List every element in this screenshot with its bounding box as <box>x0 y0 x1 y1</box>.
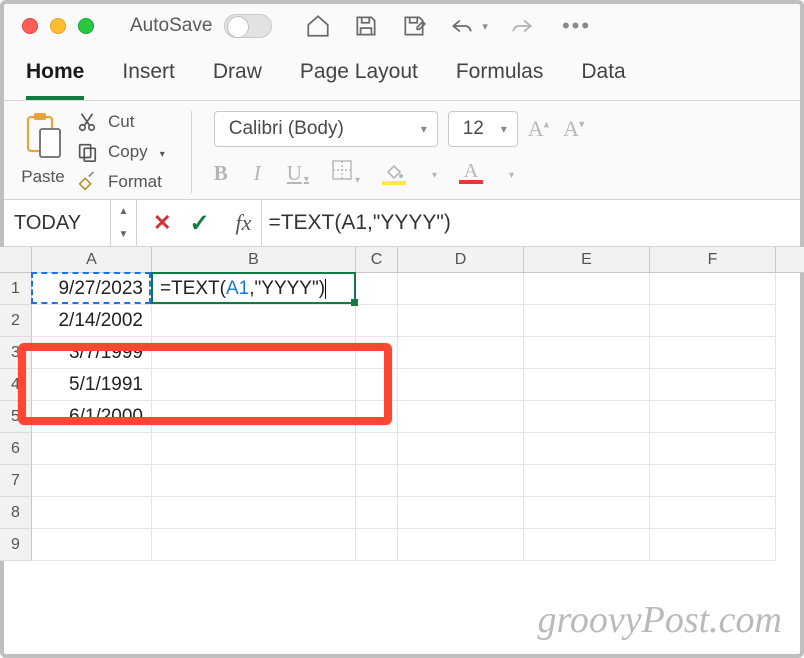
column-header-b[interactable]: B <box>152 247 356 272</box>
column-header-c[interactable]: C <box>356 247 398 272</box>
cell[interactable] <box>650 465 776 497</box>
cell[interactable] <box>356 529 398 561</box>
cell[interactable] <box>650 529 776 561</box>
cell-a7[interactable] <box>32 465 152 497</box>
cell-d2[interactable] <box>398 305 524 337</box>
row-header[interactable]: 6 <box>0 433 32 465</box>
redo-icon[interactable] <box>508 12 536 40</box>
cell-a1[interactable]: 9/27/2023 <box>32 273 152 305</box>
cell-f5[interactable] <box>650 401 776 433</box>
cell-a8[interactable] <box>32 497 152 529</box>
cell-d3[interactable] <box>398 337 524 369</box>
row-header[interactable]: 1 <box>0 273 32 305</box>
cell[interactable] <box>152 497 356 529</box>
cell[interactable] <box>650 497 776 529</box>
cell-b3[interactable] <box>152 337 356 369</box>
cell-a3[interactable]: 3/7/1999 <box>32 337 152 369</box>
cell-e5[interactable] <box>524 401 650 433</box>
cell-a9[interactable] <box>32 529 152 561</box>
column-header-a[interactable]: A <box>32 247 152 272</box>
autosave-toggle[interactable] <box>224 14 272 38</box>
row-header[interactable]: 9 <box>0 529 32 561</box>
row-header[interactable]: 7 <box>0 465 32 497</box>
cell-c3[interactable] <box>356 337 398 369</box>
cell-b5[interactable] <box>152 401 356 433</box>
cell[interactable] <box>152 465 356 497</box>
cell-d1[interactable] <box>398 273 524 305</box>
cell-a5[interactable]: 6/1/2000 <box>32 401 152 433</box>
cell-b2[interactable] <box>152 305 356 337</box>
watermark-text: groovyPost.com <box>538 598 782 642</box>
font-color-dropdown-icon[interactable]: ▾ <box>509 170 514 181</box>
row-header[interactable]: 4 <box>0 369 32 401</box>
row-header[interactable]: 8 <box>0 497 32 529</box>
cell-f1[interactable] <box>650 273 776 305</box>
column-header-f[interactable]: F <box>650 247 776 272</box>
column-header-e[interactable]: E <box>524 247 650 272</box>
cell[interactable] <box>152 529 356 561</box>
cell[interactable] <box>650 433 776 465</box>
cell[interactable] <box>398 497 524 529</box>
cell[interactable] <box>356 433 398 465</box>
column-header-d[interactable]: D <box>398 247 524 272</box>
cell-c4[interactable] <box>356 369 398 401</box>
row-headers: 1 2 3 4 5 6 7 8 9 <box>0 273 32 561</box>
cell[interactable] <box>398 433 524 465</box>
cell-e4[interactable] <box>524 369 650 401</box>
cell-e2[interactable] <box>524 305 650 337</box>
cell-c5[interactable] <box>356 401 398 433</box>
row-header[interactable]: 3 <box>0 337 32 369</box>
copy-dropdown-icon[interactable]: ▾ <box>160 149 165 160</box>
cells-area[interactable]: 9/27/2023 =TEXT(A1,"YYYY") 2/14/2002 3/7… <box>32 273 776 561</box>
cell-d4[interactable] <box>398 369 524 401</box>
cell-d5[interactable] <box>398 401 524 433</box>
cell-b4[interactable] <box>152 369 356 401</box>
cell-e3[interactable] <box>524 337 650 369</box>
cell[interactable] <box>152 433 356 465</box>
cell[interactable] <box>356 497 398 529</box>
cell-c1[interactable] <box>356 273 398 305</box>
cell-c2[interactable] <box>356 305 398 337</box>
cell-a6[interactable] <box>32 433 152 465</box>
column-headers: A B C D E F <box>0 247 804 273</box>
select-all-corner[interactable] <box>0 247 32 272</box>
cell-f4[interactable] <box>650 369 776 401</box>
spreadsheet-grid: A B C D E F 1 2 3 4 5 6 7 8 9 9/27/2023 … <box>0 247 804 561</box>
cell[interactable] <box>524 497 650 529</box>
cell-e1[interactable] <box>524 273 650 305</box>
cell-a2[interactable]: 2/14/2002 <box>32 305 152 337</box>
cell[interactable] <box>398 465 524 497</box>
cell-f3[interactable] <box>650 337 776 369</box>
fill-dropdown-icon[interactable]: ▾ <box>432 170 437 181</box>
cell[interactable] <box>356 465 398 497</box>
cell[interactable] <box>524 465 650 497</box>
cell[interactable] <box>524 433 650 465</box>
cell-a4[interactable]: 5/1/1991 <box>32 369 152 401</box>
row-header[interactable]: 2 <box>0 305 32 337</box>
row-header[interactable]: 5 <box>0 401 32 433</box>
cell-b1-editing[interactable]: =TEXT(A1,"YYYY") <box>152 273 356 305</box>
cell[interactable] <box>524 529 650 561</box>
cell[interactable] <box>398 529 524 561</box>
cell-f2[interactable] <box>650 305 776 337</box>
